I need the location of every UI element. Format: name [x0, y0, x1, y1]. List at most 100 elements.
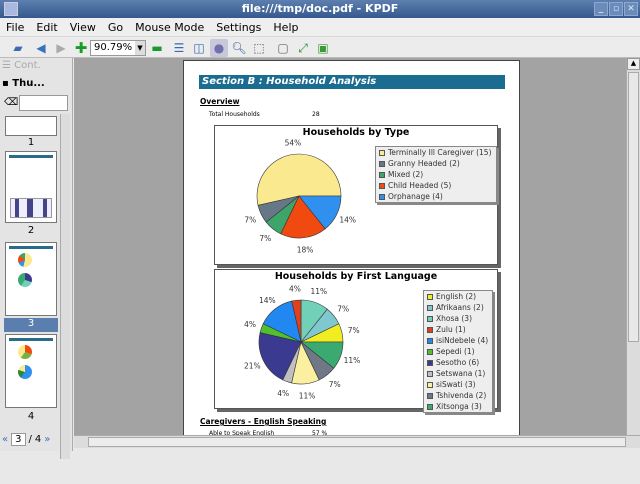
legend-item: Setswana (1)	[424, 368, 492, 379]
pie-slice	[298, 195, 342, 230]
legend-item: Sepedi (1)	[424, 346, 492, 357]
legend-label: English (2)	[436, 292, 477, 301]
minimize-button[interactable]: _	[594, 2, 608, 16]
legend-label: Sesotho (6)	[436, 358, 480, 367]
menu-file[interactable]: File	[6, 21, 25, 34]
clear-search-icon[interactable]: ⌫	[4, 97, 19, 108]
thumbnail-search-input[interactable]	[19, 95, 68, 111]
legend-item: Afrikaans (2)	[424, 302, 492, 313]
legend-label: Sepedi (1)	[436, 347, 475, 356]
thumbnail-label: 4	[27, 411, 35, 422]
legend-swatch	[427, 392, 433, 399]
pie-pct-label: 21%	[244, 361, 261, 370]
thumbnail-page-1[interactable]	[5, 116, 57, 136]
pie-pct-label: 14%	[259, 296, 276, 305]
open-folder-icon[interactable]: ▰	[13, 41, 23, 55]
legend-item: Xitsonga (3)	[424, 401, 492, 412]
menu-mouse-mode[interactable]: Mouse Mode	[135, 21, 205, 34]
previous-page-icon[interactable]: «	[2, 433, 9, 445]
chart-legend: Terminally Ill Caregiver (15) Granny Head…	[375, 146, 497, 203]
pie-pct-label: 11%	[299, 392, 316, 401]
pie-slice	[280, 195, 326, 239]
legend-label: Orphanage (4)	[388, 192, 443, 201]
legend-item: Child Headed (5)	[376, 180, 496, 191]
pie-pct-label: 7%	[259, 234, 271, 243]
zoom-in-icon[interactable]: ✚	[74, 39, 88, 57]
browse-tool-icon[interactable]: ●	[210, 39, 228, 57]
legend-item: Orphanage (4)	[376, 191, 496, 202]
total-households-label: Total Households	[209, 111, 260, 118]
legend-label: Child Headed (5)	[388, 181, 452, 190]
legend-swatch	[427, 359, 433, 366]
pdf-page: Section B : Household Analysis Overview …	[183, 60, 520, 440]
legend-swatch	[379, 193, 385, 200]
zoom-tool-icon[interactable]: 🔍︎	[231, 41, 247, 55]
legend-label: Tshivenda (2)	[436, 391, 487, 400]
pie-pct-label: 7%	[329, 380, 341, 389]
legend-label: Mixed (2)	[388, 170, 424, 179]
legend-label: Zulu (1)	[436, 325, 466, 334]
presentation-icon[interactable]: ▣	[317, 41, 329, 55]
maximize-button[interactable]: ▫	[609, 2, 623, 16]
menu-help[interactable]: Help	[273, 21, 299, 34]
title-bar: file:///tmp/doc.pdf - KPDF _ ▫ ✕	[0, 0, 640, 18]
app-icon[interactable]	[4, 2, 18, 16]
pie-pct-label: 54%	[285, 138, 302, 147]
chart-legend: English (2) Afrikaans (2) Xhosa (3) Zulu (1…	[423, 290, 494, 413]
legend-swatch	[379, 160, 385, 167]
thumbnail-list: 1 2 3 4	[0, 114, 72, 484]
tab-contents[interactable]: ☰ Cont.	[2, 60, 41, 71]
fullscreen-icon[interactable]: ⤢	[298, 41, 308, 55]
horizontal-scrollbar[interactable]	[74, 435, 640, 448]
scroll-up-icon[interactable]: ▲	[627, 58, 640, 70]
chevron-down-icon[interactable]: ▼	[135, 41, 145, 55]
menu-view[interactable]: View	[69, 21, 96, 34]
chart-title: Households by Type	[302, 127, 410, 138]
pie-pct-label: 4%	[277, 389, 289, 398]
continuous-view-icon[interactable]: ☰	[173, 41, 185, 55]
find-icon[interactable]: ▢	[277, 41, 289, 55]
thumbnail-page-3[interactable]	[5, 242, 57, 316]
two-pages-icon[interactable]: ◫	[193, 41, 205, 55]
pie-slice	[300, 341, 344, 369]
close-button[interactable]: ✕	[624, 2, 638, 16]
menu-edit[interactable]: Edit	[36, 21, 58, 34]
vertical-scrollbar[interactable]: ▲	[626, 58, 640, 435]
pie-pct-label: 11%	[344, 356, 361, 365]
menu-bar: File Edit View Go Mouse Mode Settings He…	[0, 18, 640, 36]
current-page-input[interactable]: 3	[11, 432, 26, 446]
chart-households-by-language: Households by First Language 7% 7% 11% 4% 14…	[214, 269, 498, 413]
tab-thumbnails[interactable]: ▪ Thu...	[2, 78, 45, 89]
horizontal-scrollbar-thumb[interactable]	[88, 437, 626, 447]
pie-pct-label: 4%	[289, 284, 301, 293]
legend-swatch	[427, 370, 433, 377]
thumbnail-page-2[interactable]	[5, 151, 57, 223]
legend-swatch	[427, 304, 433, 311]
fit-width-icon[interactable]: ▬	[151, 41, 163, 55]
thumbnail-page-4[interactable]	[5, 334, 57, 408]
forward-icon[interactable]: ▶	[56, 41, 66, 55]
thumbnail-label: 2	[27, 225, 35, 236]
thumbnail-label: 1	[27, 137, 35, 148]
legend-item: Sesotho (6)	[424, 357, 492, 368]
thumbnail-scrollbar[interactable]	[60, 114, 70, 459]
page-navigator: « 3 / 4 »	[2, 430, 70, 448]
legend-swatch	[427, 348, 433, 355]
legend-item: siSwati (3)	[424, 379, 492, 390]
next-page-icon[interactable]: »	[44, 433, 51, 445]
legend-label: Xhosa (3)	[436, 314, 472, 323]
sidebar: ☰ Cont. ▪ Thu... ⌫ 1 2 3 4 « 3 / 4 »	[0, 58, 73, 459]
select-tool-icon[interactable]: ⬚	[253, 41, 265, 55]
window-title: file:///tmp/doc.pdf - KPDF	[241, 2, 399, 15]
legend-label: Afrikaans (2)	[436, 303, 484, 312]
scrollbar-thumb[interactable]	[628, 72, 639, 342]
toolbar: ▰ ◀ ▶ ✚ 90.79% ▼ ▬ ☰ ◫ ● 🔍︎ ⬚ ▢ ⤢ ▣	[0, 36, 640, 58]
pie-pct-label: 7%	[244, 215, 256, 224]
menu-go[interactable]: Go	[107, 21, 124, 34]
legend-item: Zulu (1)	[424, 324, 492, 335]
legend-label: Xitsonga (3)	[436, 402, 482, 411]
back-icon[interactable]: ◀	[36, 41, 46, 55]
menu-settings[interactable]: Settings	[216, 21, 262, 34]
overview-heading: Overview	[200, 97, 240, 106]
zoom-combobox[interactable]: 90.79%	[90, 40, 146, 56]
